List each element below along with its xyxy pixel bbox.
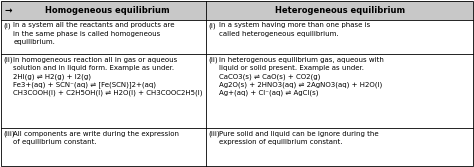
Text: Fe3+(aq) + SCN⁻(aq) ⇌ [Fe(SCN)]2+(aq): Fe3+(aq) + SCN⁻(aq) ⇌ [Fe(SCN)]2+(aq) — [13, 81, 156, 88]
Text: In a system having more than one phase is: In a system having more than one phase i… — [219, 23, 370, 29]
Text: In heterogenous equilibrium gas, aqueous with: In heterogenous equilibrium gas, aqueous… — [219, 57, 383, 63]
Text: (ii): (ii) — [3, 57, 13, 63]
Text: (i): (i) — [209, 23, 217, 29]
Text: Ag+(aq) + Cl⁻(aq) ⇌ AgCl(s): Ag+(aq) + Cl⁻(aq) ⇌ AgCl(s) — [219, 90, 319, 96]
Text: of equilibrium constant.: of equilibrium constant. — [13, 139, 97, 145]
Text: equilibrium.: equilibrium. — [13, 39, 55, 45]
Text: in the same phase is called homogeneous: in the same phase is called homogeneous — [13, 31, 161, 37]
Text: Ag2O(s) + 2HNO3(aq) ⇌ 2AgNO3(aq) + H2O(l): Ag2O(s) + 2HNO3(aq) ⇌ 2AgNO3(aq) + H2O(l… — [219, 81, 382, 88]
Text: (ii): (ii) — [209, 57, 219, 63]
Text: Homogeneous equilibrium: Homogeneous equilibrium — [46, 6, 170, 15]
Bar — [206, 1, 473, 20]
Text: (i): (i) — [3, 23, 11, 29]
Text: In a system all the reactants and products are: In a system all the reactants and produc… — [13, 23, 175, 29]
Text: CaCO3(s) ⇌ CaO(s) + CO2(g): CaCO3(s) ⇌ CaO(s) + CO2(g) — [219, 73, 320, 80]
Text: expression of equilibrium constant.: expression of equilibrium constant. — [219, 139, 342, 145]
Bar — [1, 1, 206, 20]
Text: (iii): (iii) — [209, 131, 220, 137]
Text: 2HI(g) ⇌ H2(g) + I2(g): 2HI(g) ⇌ H2(g) + I2(g) — [13, 73, 91, 80]
Text: Heterogeneous equilibrium: Heterogeneous equilibrium — [274, 6, 405, 15]
Text: All components are write during the expression: All components are write during the expr… — [13, 131, 180, 137]
Text: liquid or solid present. Example as under.: liquid or solid present. Example as unde… — [219, 65, 364, 71]
Text: →: → — [5, 6, 12, 15]
Text: CH3COOH(l) + C2H5OH(l) ⇌ H2O(l) + CH3COOC2H5(l): CH3COOH(l) + C2H5OH(l) ⇌ H2O(l) + CH3COO… — [13, 90, 203, 96]
Text: Pure solid and liquid can be ignore during the: Pure solid and liquid can be ignore duri… — [219, 131, 378, 137]
Text: called heterogeneous equilibrium.: called heterogeneous equilibrium. — [219, 31, 338, 37]
Text: (iii): (iii) — [3, 131, 15, 137]
Text: solution and in liquid form. Example as under.: solution and in liquid form. Example as … — [13, 65, 174, 71]
Text: In homogeneous reaction all in gas or aqueous: In homogeneous reaction all in gas or aq… — [13, 57, 178, 63]
